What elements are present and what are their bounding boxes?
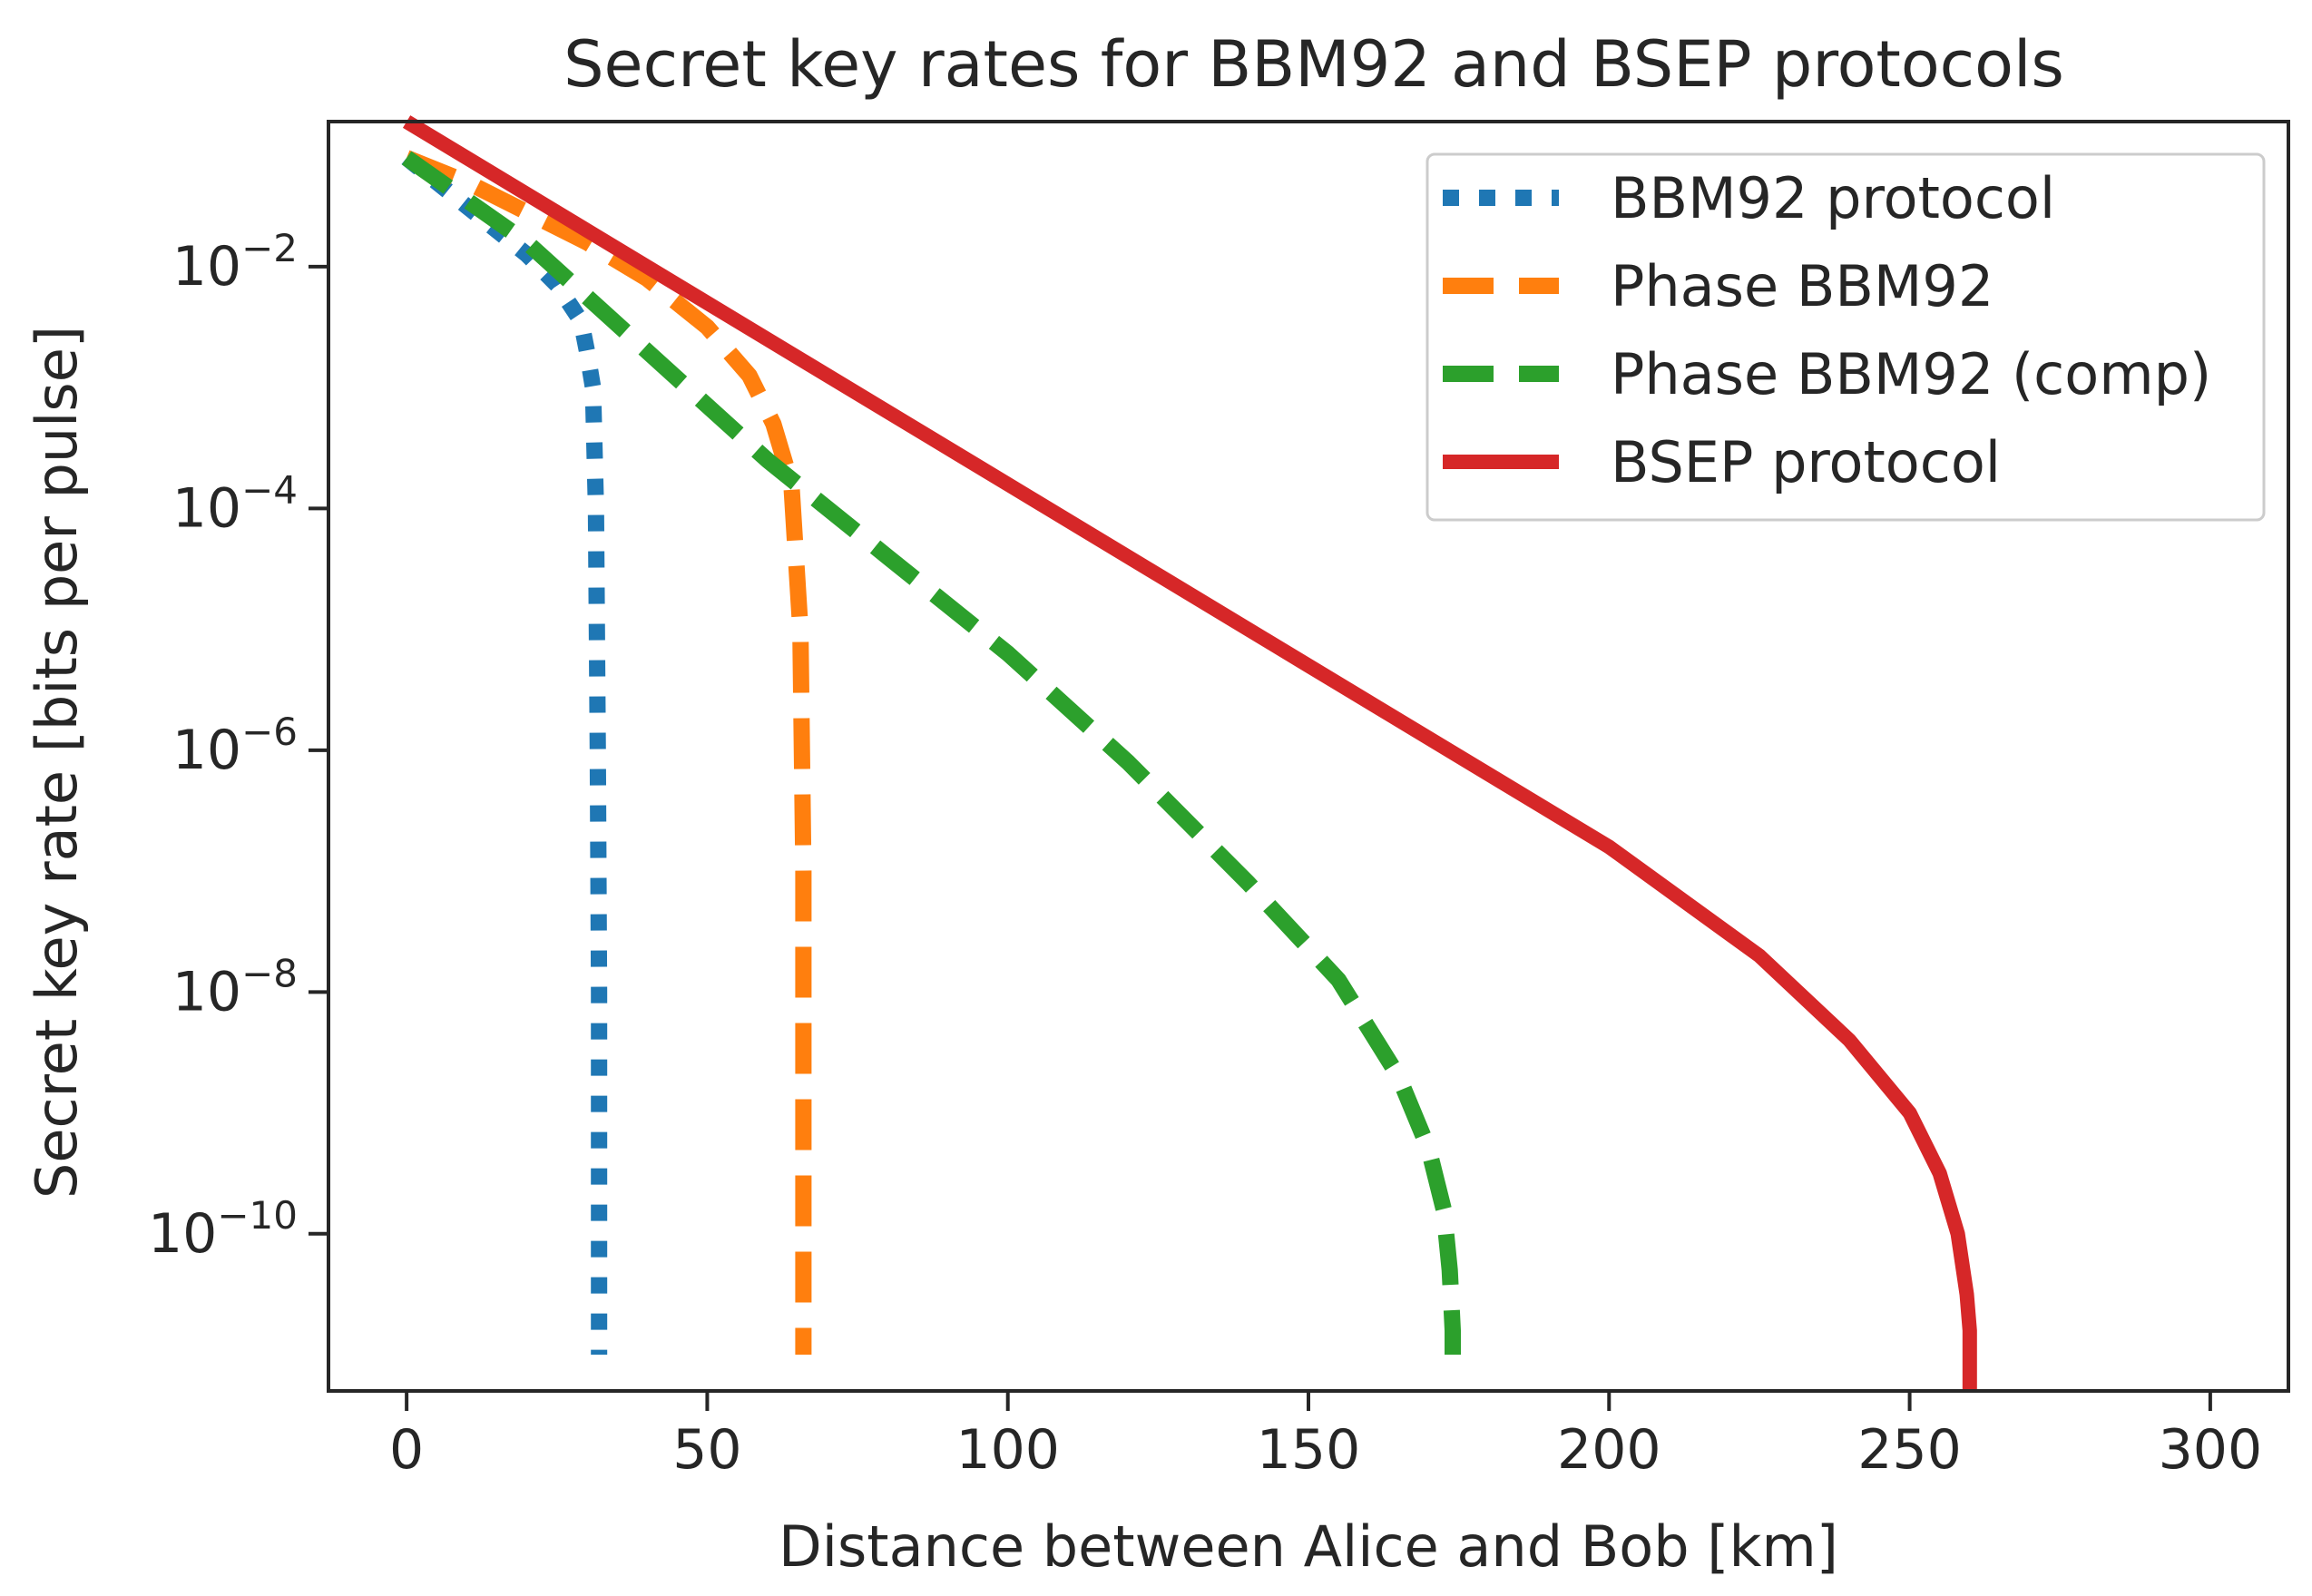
legend-label: Phase BBM92 (comp)	[1611, 341, 2211, 407]
y-tick-label: 10−10	[148, 1193, 298, 1266]
x-tick-label: 50	[672, 1418, 741, 1482]
y-tick-exponent: −8	[241, 951, 298, 995]
legend-label: BBM92 protocol	[1611, 165, 2055, 231]
y-tick-base: 10	[172, 235, 241, 299]
y-tick-label: 10−4	[172, 467, 298, 540]
x-tick-label: 300	[2159, 1418, 2263, 1482]
y-tick-label: 10−8	[172, 951, 298, 1023]
y-tick-label: 10−2	[172, 226, 298, 299]
y-tick-exponent: −4	[241, 467, 298, 512]
series-line-1	[403, 150, 812, 1355]
series-line-3	[402, 115, 1977, 1391]
chart-title: Secret key rates for BBM92 and BSEP prot…	[563, 27, 2064, 102]
y-tick-base: 10	[172, 719, 241, 782]
series-line-0	[401, 151, 608, 1355]
legend-label: BSEP protocol	[1611, 429, 2001, 495]
y-tick-label: 10−6	[172, 710, 298, 782]
y-tick-exponent: −6	[241, 710, 298, 754]
x-axis-label: Distance between Alice and Bob [km]	[779, 1513, 1838, 1580]
y-axis-label: Secret key rate [bits per pulse]	[24, 326, 90, 1199]
series-line-2	[401, 151, 1461, 1355]
x-axis: 0 50 100 150 200 250 300	[389, 1391, 2262, 1482]
x-tick-label: 150	[1257, 1418, 1361, 1482]
legend-label: Phase BBM92	[1611, 253, 1994, 319]
y-tick-exponent: −2	[241, 226, 298, 270]
legend-frame	[1425, 152, 2266, 522]
y-tick-base: 10	[172, 960, 241, 1023]
y-tick-base: 10	[172, 476, 241, 540]
y-axis: 10−210−410−610−810−10	[148, 226, 328, 1266]
y-tick-base: 10	[148, 1202, 217, 1266]
y-tick-exponent: −10	[217, 1193, 298, 1238]
legend: BBM92 protocol Phase BBM92 Phase BBM92 (co…	[1425, 152, 2266, 522]
x-tick-label: 0	[389, 1418, 424, 1482]
x-tick-label: 250	[1857, 1418, 1962, 1482]
x-tick-label: 100	[955, 1418, 1060, 1482]
x-tick-label: 200	[1557, 1418, 1661, 1482]
plot-lines	[401, 115, 1977, 1391]
